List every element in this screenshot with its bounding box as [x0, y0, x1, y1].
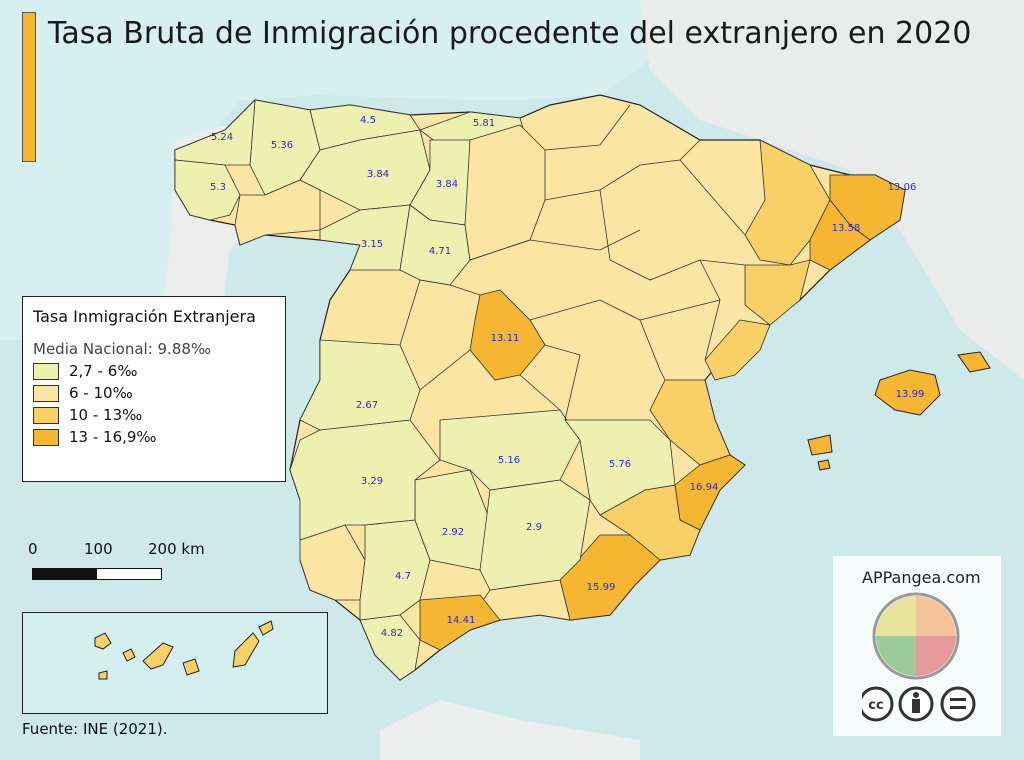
- province-valladolid: [399, 204, 471, 286]
- province-value-label: 14.41: [447, 615, 476, 626]
- scale-label-200: 200 km: [148, 540, 205, 558]
- map-title: Tasa Bruta de Inmigración procedente del…: [48, 16, 972, 51]
- province-value-label: 2.9: [526, 522, 542, 533]
- province-value-label: 13.06: [888, 182, 917, 193]
- province-value-label: 3.15: [361, 239, 383, 250]
- island-ibiza: [807, 434, 833, 456]
- puzzle-piece-green: [876, 636, 916, 676]
- cc-icon-glyph: cc: [868, 698, 883, 713]
- island-menorca: [957, 351, 991, 373]
- scale-label-100: 100: [84, 540, 113, 558]
- province-value-label: 4.82: [381, 628, 403, 639]
- province-pontevedra: [174, 159, 241, 221]
- province-labels: 5.3 5.24 5.36 4.5 5.81 3.84 3.84 3.15 4.71 13.11 1…: [210, 115, 924, 639]
- legend-label: 2,7 - 6‰: [69, 362, 138, 380]
- brand-logo: cc: [862, 592, 976, 722]
- legend-swatch: [33, 384, 59, 402]
- province-value-label: 2.92: [442, 527, 464, 538]
- no-derivatives-icon: [940, 686, 976, 722]
- province-huelva: [299, 524, 366, 601]
- province-burgos: [464, 124, 546, 261]
- legend-label: 13 - 16,9‰: [69, 428, 157, 446]
- legend-swatch: [33, 428, 59, 446]
- province-value-label: 15.99: [587, 582, 616, 593]
- scale-graphic: [32, 568, 162, 580]
- island-tenerife: [142, 642, 174, 670]
- canary-islands-inset: [22, 612, 328, 714]
- island-lagomera: [122, 648, 136, 662]
- cc-icon: [862, 686, 894, 722]
- province-value-label: 13.99: [896, 389, 925, 400]
- province-tarragona: [744, 259, 811, 326]
- africa-land: [380, 700, 640, 760]
- province-value-label: 5.16: [498, 455, 520, 466]
- province-caceres: [299, 339, 421, 431]
- province-value-label: 5.24: [211, 132, 233, 143]
- legend-swatch: [33, 406, 59, 424]
- brand-name: APPangea.com: [862, 568, 981, 587]
- province-barcelona: [809, 199, 871, 271]
- province-value-label: 4.5: [360, 115, 376, 126]
- legend-swatch: [33, 362, 59, 380]
- legend-title: Tasa Inmigración Extranjera: [33, 307, 256, 326]
- island-formentera: [817, 459, 831, 471]
- province-ciudadreal: [439, 409, 581, 491]
- legend-item: 2,7 - 6‰: [33, 362, 275, 380]
- province-value-label: 5.81: [473, 118, 495, 129]
- province-value-label: 2.67: [356, 400, 378, 411]
- island-grancanaria: [182, 658, 200, 676]
- province-value-label: 5.3: [210, 182, 226, 193]
- puzzle-piece-yellow: [876, 596, 916, 636]
- province-jaen: [479, 479, 591, 591]
- sea-gradient: [0, 0, 650, 340]
- source-note: Fuente: INE (2021).: [22, 720, 168, 738]
- province-value-label: 13.11: [491, 333, 520, 344]
- legend-label: 6 - 10‰: [69, 384, 133, 402]
- canary-islands-map: [94, 620, 274, 680]
- puzzle-piece-orange: [916, 596, 956, 636]
- legend-item: 10 - 13‰: [33, 406, 275, 424]
- island-elhierro: [98, 670, 108, 680]
- legend-label: 10 - 13‰: [69, 406, 143, 424]
- province-zamora: [319, 204, 411, 271]
- island-lapalma: [94, 632, 112, 650]
- island-lanzarote: [258, 620, 274, 636]
- puzzle-piece-red: [916, 636, 956, 676]
- province-borders: [399, 104, 746, 421]
- scale-label-0: 0: [28, 540, 38, 558]
- province-value-label: 3.84: [436, 179, 458, 190]
- province-value-label: 3.84: [367, 169, 389, 180]
- title-accent-bar: [22, 12, 36, 162]
- legend-item: 6 - 10‰: [33, 384, 275, 402]
- legend: Tasa Inmigración Extranjera Media Nacion…: [22, 296, 286, 482]
- province-value-label: 16.94: [690, 482, 719, 493]
- province-value-label: 13.58: [832, 223, 861, 234]
- scale-bar: 0 100 200 km: [22, 540, 222, 584]
- province-value-label: 4.7: [395, 571, 411, 582]
- province-value-label: 5.76: [609, 459, 631, 470]
- island-fuerteventura: [232, 632, 260, 668]
- province-value-label: 5.36: [271, 140, 293, 151]
- legend-subtitle: Media Nacional: 9.88‰: [33, 340, 212, 358]
- france-land: [640, 0, 1024, 380]
- province-badajoz: [289, 419, 441, 541]
- province-value-label: 4.71: [429, 246, 451, 257]
- legend-item: 13 - 16,9‰: [33, 428, 275, 446]
- island-mallorca: [874, 369, 941, 416]
- province-albacete: [564, 419, 676, 516]
- province-value-label: 3.29: [361, 476, 383, 487]
